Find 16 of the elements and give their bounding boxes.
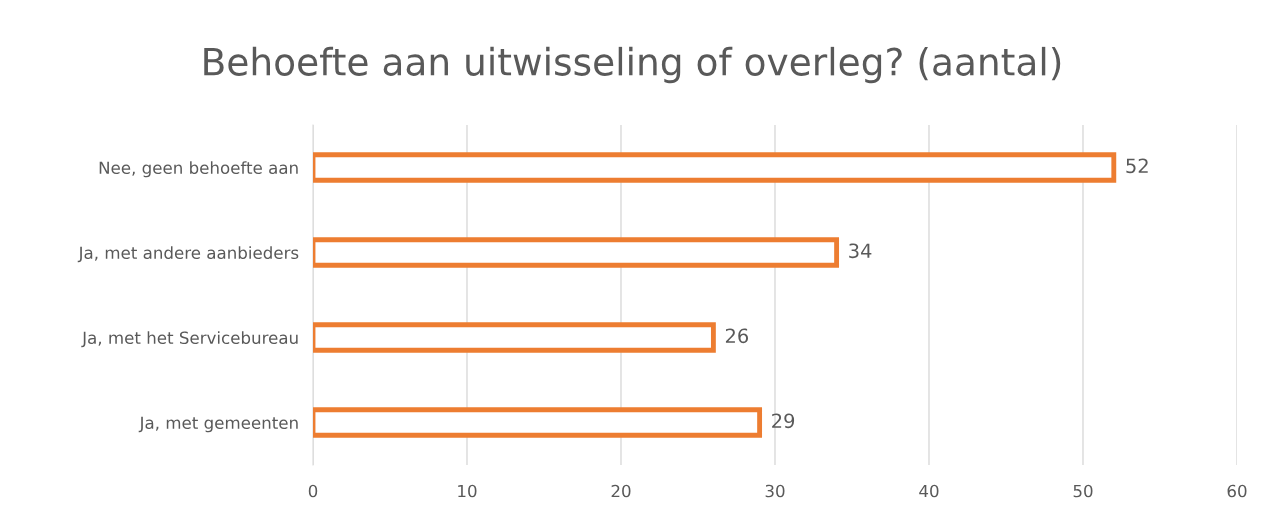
data-label: 52 xyxy=(1126,158,1148,174)
x-tick-label: 0 xyxy=(308,484,318,498)
data-label: 34 xyxy=(849,243,872,259)
x-tick-label: 30 xyxy=(765,484,785,498)
y-tick-label: Nee, geen behoefte aan xyxy=(99,161,298,178)
x-tick-label: 20 xyxy=(611,484,631,498)
data-label: 29 xyxy=(772,413,795,429)
chart-title: Behoefte aan uitwisseling of overleg? (aantal) xyxy=(204,46,1061,84)
y-tick-label: Ja, met het Servicebureau xyxy=(81,331,298,348)
x-tick-label: 50 xyxy=(1073,484,1093,498)
x-tick-label: 10 xyxy=(458,484,477,498)
x-tick-label: 60 xyxy=(1227,484,1247,498)
data-label: 26 xyxy=(725,328,749,344)
y-tick-label: Ja, met andere aanbieders xyxy=(77,246,299,263)
x-tick-label: 40 xyxy=(919,484,939,498)
y-tick-label: Ja, met gemeenten xyxy=(138,416,298,433)
